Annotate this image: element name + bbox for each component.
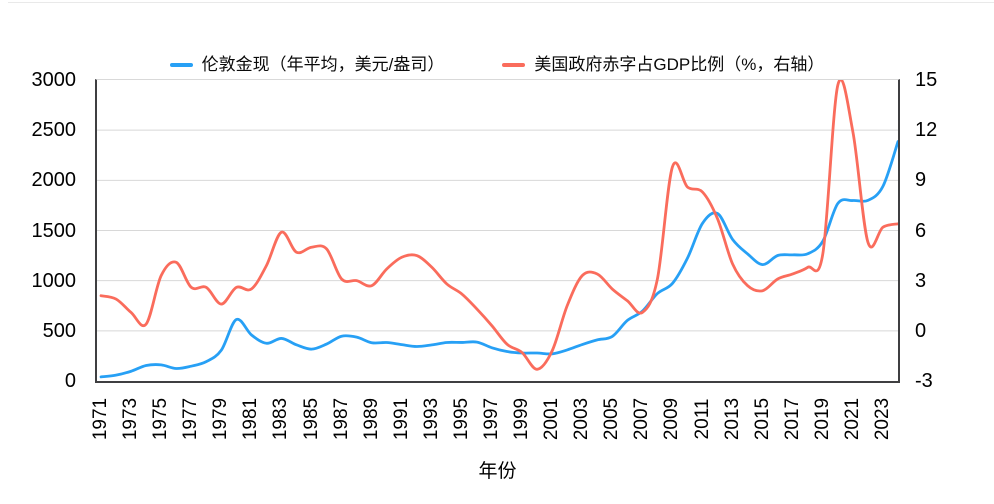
- x-tick-2019: 2019: [811, 397, 833, 441]
- x-tick-1989: 1989: [360, 397, 382, 441]
- x-tick-1983: 1983: [270, 397, 292, 441]
- chart-canvas: [97, 80, 898, 379]
- y-right-tick-12: 12: [915, 119, 938, 142]
- y-left-tick-2500: 2500: [31, 119, 77, 142]
- x-tick-1973: 1973: [120, 397, 142, 441]
- card-top-border: [8, 2, 994, 3]
- x-tick-1991: 1991: [390, 397, 412, 441]
- x-tick-2021: 2021: [841, 397, 863, 441]
- y-right-tick-6: 6: [915, 219, 927, 242]
- y-right-tick--3: -3: [915, 370, 933, 392]
- x-tick-1995: 1995: [450, 397, 472, 441]
- legend: 伦敦金现（年平均，美元/盎司） 美国政府赤字占GDP比例（%，右轴）: [0, 54, 994, 75]
- x-tick-1977: 1977: [180, 397, 202, 441]
- y-right-tick-3: 3: [915, 269, 927, 292]
- x-tick-1985: 1985: [300, 397, 322, 441]
- x-tick-1971: 1971: [90, 397, 111, 441]
- plot-area: [95, 79, 900, 383]
- x-tick-1979: 1979: [210, 397, 232, 441]
- x-tick-2023: 2023: [871, 397, 893, 441]
- y-left-tick-1500: 1500: [31, 219, 77, 242]
- x-tick-1987: 1987: [330, 397, 352, 441]
- x-tick-1997: 1997: [480, 397, 502, 441]
- y-right-tick-9: 9: [915, 169, 927, 192]
- x-tick-2009: 2009: [661, 397, 683, 441]
- x-tick-1993: 1993: [420, 397, 442, 441]
- x-tick-1975: 1975: [150, 397, 172, 441]
- y-left-tick-3000: 3000: [31, 69, 77, 91]
- x-tick-2017: 2017: [781, 397, 803, 441]
- x-tick-2013: 2013: [721, 397, 743, 441]
- x-tick-1981: 1981: [240, 397, 262, 441]
- y-left-tick-500: 500: [42, 319, 76, 342]
- legend-marker-us-deficit-gdp: [502, 62, 526, 67]
- x-tick-2001: 2001: [541, 397, 563, 441]
- x-tick-1999: 1999: [511, 397, 533, 441]
- series-line-gold-price: [99, 140, 898, 379]
- series-line-us-deficit-gdp: [99, 80, 898, 371]
- legend-marker-gold-price: [169, 62, 193, 67]
- x-tick-2003: 2003: [571, 397, 593, 441]
- legend-item-us-deficit-gdp[interactable]: 美国政府赤字占GDP比例（%，右轴）: [502, 54, 824, 75]
- x-tick-2011: 2011: [691, 398, 713, 440]
- legend-item-gold-price[interactable]: 伦敦金现（年平均，美元/盎司）: [169, 54, 445, 75]
- legend-label-us-deficit-gdp: 美国政府赤字占GDP比例（%，右轴）: [534, 55, 825, 74]
- y-left-tick-1000: 1000: [31, 269, 77, 292]
- x-tick-2005: 2005: [601, 397, 623, 441]
- x-tick-2015: 2015: [751, 397, 773, 441]
- y-right-tick-15: 15: [915, 69, 938, 91]
- y-left-tick-2000: 2000: [31, 169, 77, 192]
- x-axis-title: 年份: [478, 461, 517, 482]
- x-tick-2007: 2007: [631, 397, 653, 441]
- y-right-tick-0: 0: [915, 319, 927, 342]
- legend-label-gold-price: 伦敦金现（年平均，美元/盎司）: [201, 55, 445, 74]
- y-left-tick-0: 0: [64, 370, 76, 392]
